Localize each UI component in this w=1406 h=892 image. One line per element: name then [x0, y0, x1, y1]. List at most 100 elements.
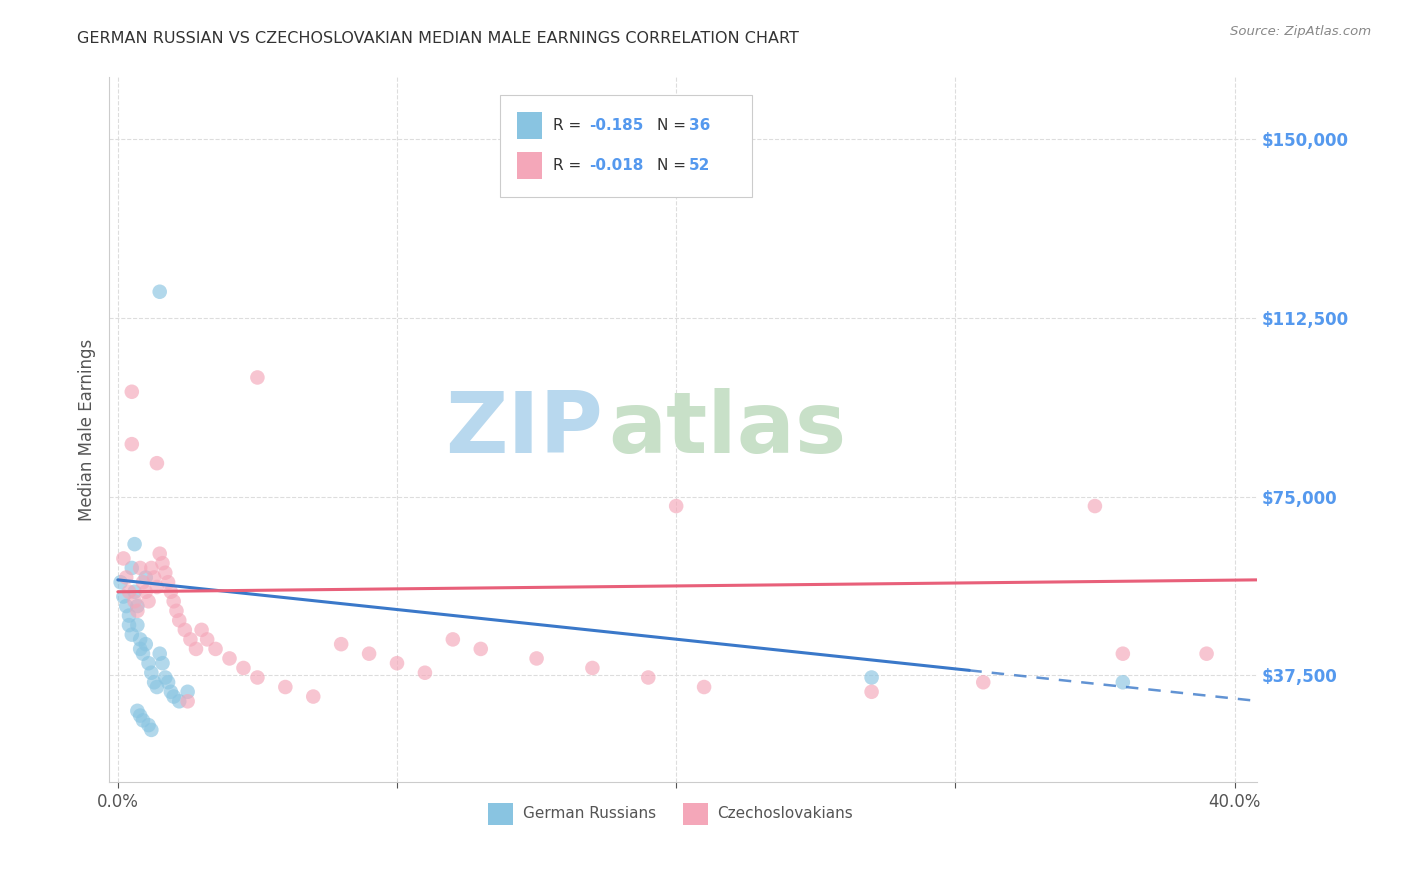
Point [972, 675, 994, 690]
Point [129, 641, 152, 656]
Point [138, 718, 160, 732]
Point [121, 627, 143, 641]
Point [121, 561, 143, 575]
Point [637, 671, 659, 685]
Point [173, 623, 195, 637]
Text: GERMAN RUSSIAN VS CZECHOSLOVAKIAN MEDIAN MALE EARNINGS CORRELATION CHART: GERMAN RUSSIAN VS CZECHOSLOVAKIAN MEDIAN… [77, 31, 799, 46]
Point [190, 623, 212, 637]
Point [693, 680, 716, 694]
Text: Source: ZipAtlas.com: Source: ZipAtlas.com [1230, 25, 1371, 38]
Point [166, 604, 188, 618]
Point [167, 613, 190, 627]
Point [1112, 647, 1135, 661]
Point [581, 661, 603, 675]
Point [385, 657, 408, 671]
Point [115, 570, 138, 584]
Point [330, 637, 353, 651]
Point [112, 551, 135, 566]
Point [204, 641, 226, 656]
Text: -0.018: -0.018 [589, 158, 644, 173]
Point [138, 657, 160, 671]
Point [149, 285, 172, 299]
Point [163, 594, 186, 608]
Point [176, 694, 198, 708]
Point [132, 647, 155, 661]
Point [127, 604, 149, 618]
Point [141, 665, 163, 680]
Point [141, 561, 163, 575]
Point [112, 590, 135, 604]
Point [135, 584, 157, 599]
Point [124, 584, 146, 599]
Point [232, 661, 254, 675]
Point [184, 641, 207, 656]
Point [195, 632, 218, 647]
Point [1084, 499, 1107, 513]
Text: 36: 36 [689, 118, 710, 133]
Point [302, 690, 325, 704]
Point [155, 671, 177, 685]
Point [526, 651, 548, 665]
Point [124, 594, 146, 608]
Point [274, 680, 297, 694]
Point [152, 657, 174, 671]
Text: R =: R = [554, 158, 586, 173]
FancyBboxPatch shape [683, 803, 709, 824]
Text: ZIP: ZIP [446, 388, 603, 471]
Point [149, 547, 172, 561]
Point [135, 570, 157, 584]
Point [118, 608, 141, 623]
Point [246, 671, 269, 685]
Point [124, 537, 146, 551]
Point [665, 499, 688, 513]
Point [143, 570, 166, 584]
Point [176, 685, 198, 699]
Point [132, 714, 155, 728]
Point [218, 651, 240, 665]
Point [121, 437, 143, 451]
Y-axis label: Median Male Earnings: Median Male Earnings [79, 339, 96, 521]
Point [441, 632, 464, 647]
Point [143, 675, 166, 690]
Point [138, 594, 160, 608]
Text: N =: N = [657, 158, 690, 173]
Point [179, 632, 201, 647]
Point [163, 690, 186, 704]
Text: 52: 52 [689, 158, 710, 173]
Point [110, 575, 132, 590]
Text: Czechoslovakians: Czechoslovakians [717, 806, 853, 822]
Point [146, 580, 169, 594]
Point [129, 708, 152, 723]
Point [152, 556, 174, 570]
Point [146, 680, 169, 694]
Point [157, 675, 180, 690]
Point [157, 575, 180, 590]
Point [470, 641, 492, 656]
Text: R =: R = [554, 118, 586, 133]
Text: N =: N = [657, 118, 690, 133]
Point [115, 599, 138, 613]
Point [1112, 675, 1135, 690]
FancyBboxPatch shape [517, 112, 543, 139]
Point [860, 671, 883, 685]
Point [118, 584, 141, 599]
Point [132, 575, 155, 590]
FancyBboxPatch shape [499, 95, 752, 197]
Point [118, 618, 141, 632]
Point [121, 384, 143, 399]
Point [135, 637, 157, 651]
Point [127, 599, 149, 613]
FancyBboxPatch shape [488, 803, 513, 824]
Text: atlas: atlas [609, 388, 846, 471]
Point [146, 456, 169, 470]
Point [413, 665, 436, 680]
FancyBboxPatch shape [517, 153, 543, 179]
Point [129, 632, 152, 647]
Text: German Russians: German Russians [523, 806, 655, 822]
Point [860, 685, 883, 699]
Point [129, 561, 152, 575]
Text: -0.185: -0.185 [589, 118, 644, 133]
Point [160, 584, 183, 599]
Point [141, 723, 163, 737]
Point [149, 647, 172, 661]
